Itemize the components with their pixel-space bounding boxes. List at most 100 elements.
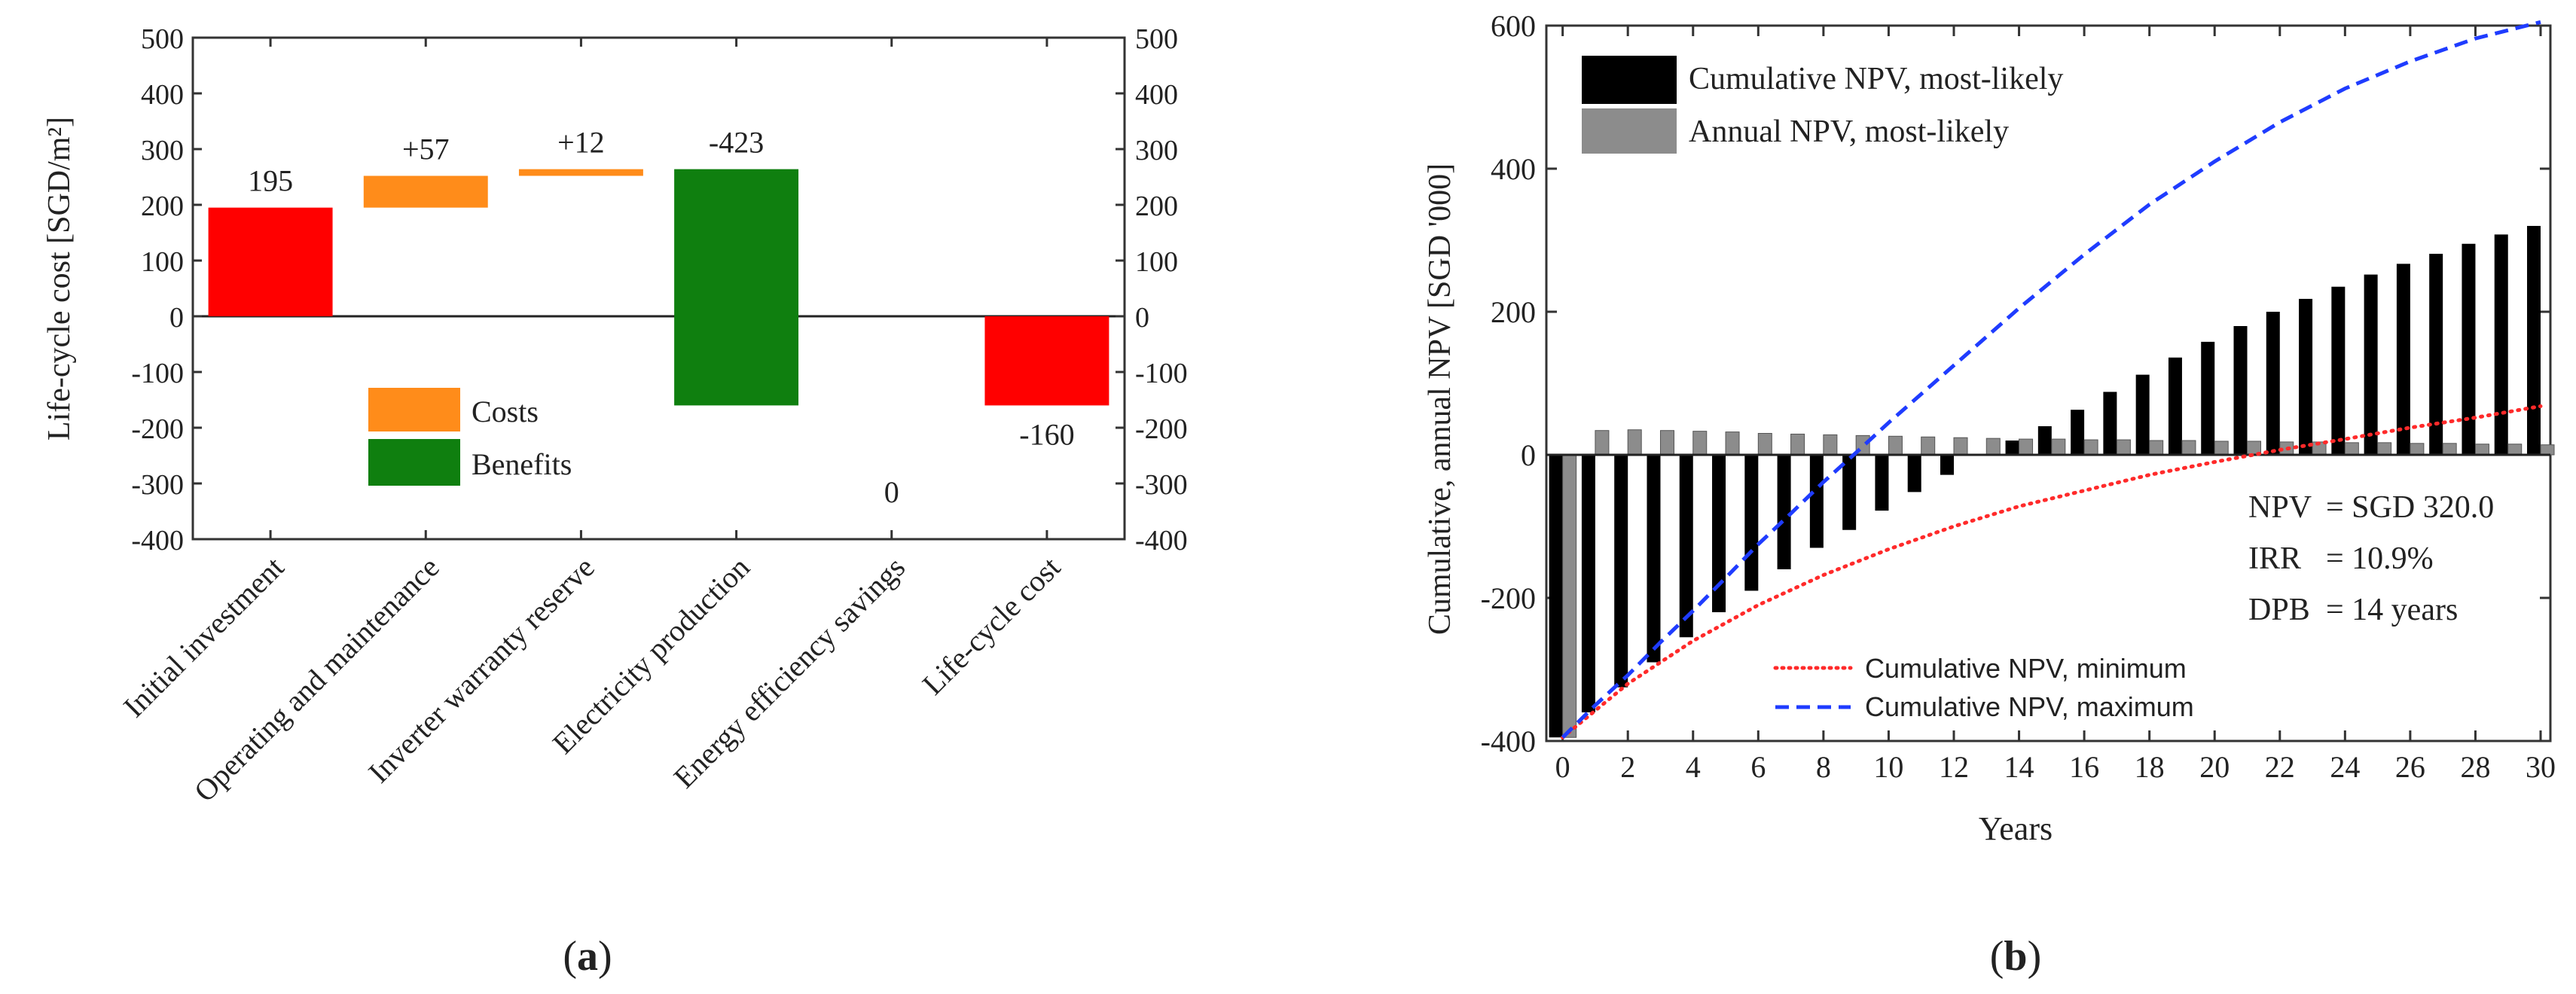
value-label-operating-and-maintenance: +57: [402, 133, 450, 166]
bar-cumulative-year-6: [1744, 455, 1759, 591]
y-tick-label: 100: [141, 246, 184, 278]
legend-label-minimum: Cumulative NPV, minimum: [1865, 653, 2187, 684]
y-tick-label: 600: [1491, 9, 1536, 43]
x-tick-label: 10: [1873, 750, 1903, 784]
bar-annual-year-10: [1888, 435, 1903, 456]
bar-annual-year-27: [2442, 443, 2457, 456]
x-tick-label: 0: [1555, 750, 1570, 784]
y-tick-label: 0: [169, 302, 184, 334]
bar-annual-year-13: [1985, 438, 2001, 456]
bar-annual-year-16: [2083, 439, 2098, 456]
panel-b-legend-bottom: Cumulative NPV, minimum Cumulative NPV, …: [1773, 653, 2194, 722]
bar-cumulative-year-0: [1549, 455, 1563, 738]
x-tick-label-life-cycle-cost: Life-cycle cost: [916, 550, 1067, 702]
y-tick-label: 200: [1491, 295, 1536, 329]
legend-swatch-annual-most-likely: [1582, 108, 1677, 154]
bar-cumulative-year-10: [1875, 455, 1889, 511]
panel-a-legend: Costs Benefits: [368, 388, 572, 486]
annotation-dpb-label: DPB: [2248, 593, 2310, 627]
y-tick-label-right: -100: [1135, 358, 1188, 389]
bar-annual-year-6: [1757, 433, 1772, 456]
panel-a-y-ticks: -400 -400 -300 -300 -200 -200 -100 -100 0 0 100 100…: [131, 23, 1187, 556]
panel-a-caption: (a): [563, 933, 612, 980]
bar-annual-year-12: [1953, 437, 1968, 456]
bar-annual-year-3: [1659, 430, 1674, 456]
value-label-initial-investment: 195: [248, 164, 293, 198]
bar-annual-year-19: [2181, 440, 2196, 456]
annotation-irr-label: IRR: [2248, 541, 2301, 576]
legend-label-annual-most-likely: Annual NPV, most-likely: [1689, 114, 2009, 149]
bar-electricity-production: [674, 169, 799, 406]
x-tick-label: 2: [1620, 750, 1635, 784]
bar-cumulative-year-25: [2364, 274, 2378, 455]
panel-b-x-ticks: 0 2 4 6 8 10 12 14 16 18 20 22 24 26 28 30: [1555, 26, 2556, 784]
bar-annual-year-30: [2540, 444, 2555, 456]
bar-cumulative-year-7: [1777, 455, 1791, 569]
panel-b-y-axis-title: Cumulative, annual NPV [SGD '000]: [1423, 163, 1457, 635]
bar-annual-year-5: [1725, 431, 1740, 456]
bar-annual-year-25: [2377, 442, 2392, 456]
x-tick-label: 18: [2135, 750, 2165, 784]
x-tick-label: 26: [2395, 750, 2425, 784]
y-tick-label-right: 0: [1135, 302, 1149, 334]
panel-b-x-axis-title: Years: [1979, 810, 2053, 847]
bar-annual-year-1: [1595, 430, 1610, 456]
annotation-npv-value: = SGD 320.0: [2326, 490, 2494, 525]
y-tick-label: 0: [1521, 438, 1536, 472]
line-cumulative-npv-maximum: [1561, 20, 2541, 739]
panel-a: -400 -400 -300 -300 -200 -200 -100 -100 0 0 100 100…: [42, 23, 1188, 980]
y-tick-label: 400: [1491, 152, 1536, 186]
x-tick-label: 28: [2460, 750, 2490, 784]
bar-annual-year-28: [2474, 444, 2489, 456]
y-tick-label-right: 200: [1135, 191, 1178, 222]
x-tick-label: 4: [1686, 750, 1701, 784]
bar-annual-year-0: [1562, 454, 1577, 738]
bar-cumulative-year-22: [2266, 312, 2280, 455]
y-tick-label: -100: [131, 358, 184, 389]
bar-annual-year-11: [1921, 436, 1936, 456]
y-tick-label-right: -200: [1135, 413, 1188, 445]
bar-annual-year-24: [2344, 442, 2359, 456]
legend-label-maximum: Cumulative NPV, maximum: [1865, 691, 2194, 722]
panel-b-annotations: NPV = SGD 320.0 IRR = 10.9% DPB = 14 yea…: [2248, 490, 2494, 627]
y-tick-label-right: 100: [1135, 246, 1178, 278]
panel-a-label: a: [577, 933, 598, 980]
y-tick-label-right: 500: [1135, 23, 1178, 55]
y-tick-label-right: -300: [1135, 469, 1188, 501]
bar-inverter-warranty-reserve: [518, 169, 643, 176]
bar-annual-year-26: [2410, 443, 2425, 456]
panel-b-plot-frame: [1545, 24, 2552, 742]
bar-cumulative-year-26: [2396, 264, 2410, 455]
panel-b-legend-top: Cumulative NPV, most-likely Annual NPV, …: [1582, 56, 2063, 154]
annotation-npv-label: NPV: [2248, 490, 2312, 525]
y-tick-label: 400: [141, 79, 184, 111]
x-tick-label: 6: [1750, 750, 1766, 784]
bar-annual-year-15: [2051, 438, 2066, 456]
panel-a-plot-frame: [191, 36, 1126, 541]
bar-cumulative-year-4: [1679, 455, 1693, 638]
y-tick-label: -400: [1481, 724, 1536, 758]
x-tick-label: 14: [2004, 750, 2034, 784]
panel-b-caption: (b): [1990, 933, 2041, 980]
bar-cumulative-year-1: [1581, 455, 1595, 712]
y-tick-label: 300: [141, 135, 184, 166]
y-tick-label-right: -400: [1135, 525, 1188, 556]
x-tick-label-initial-investment: Initial investment: [117, 550, 291, 724]
bar-cumulative-year-3: [1647, 455, 1661, 663]
value-label-inverter-warranty-reserve: +12: [557, 126, 605, 160]
value-label-energy-efficiency-savings: 0: [884, 475, 899, 509]
panel-b-label: b: [2004, 933, 2027, 980]
bar-cumulative-year-23: [2299, 298, 2313, 455]
panel-a-bars: [208, 169, 1109, 406]
bar-cumulative-year-24: [2331, 286, 2346, 455]
y-tick-label-right: 300: [1135, 135, 1178, 166]
panel-b-lines: [1561, 20, 2543, 739]
legend-swatch-cumulative-most-likely: [1582, 56, 1677, 104]
bar-annual-year-8: [1823, 434, 1838, 456]
bar-cumulative-year-8: [1809, 455, 1824, 548]
bar-cumulative-year-21: [2233, 326, 2248, 455]
bar-life-cycle-cost: [984, 316, 1109, 406]
x-tick-label-operating-and-maintenance: Operating and maintenance: [188, 550, 446, 809]
annotation-dpb-value: = 14 years: [2326, 593, 2458, 627]
x-tick-label: 30: [2526, 750, 2556, 784]
